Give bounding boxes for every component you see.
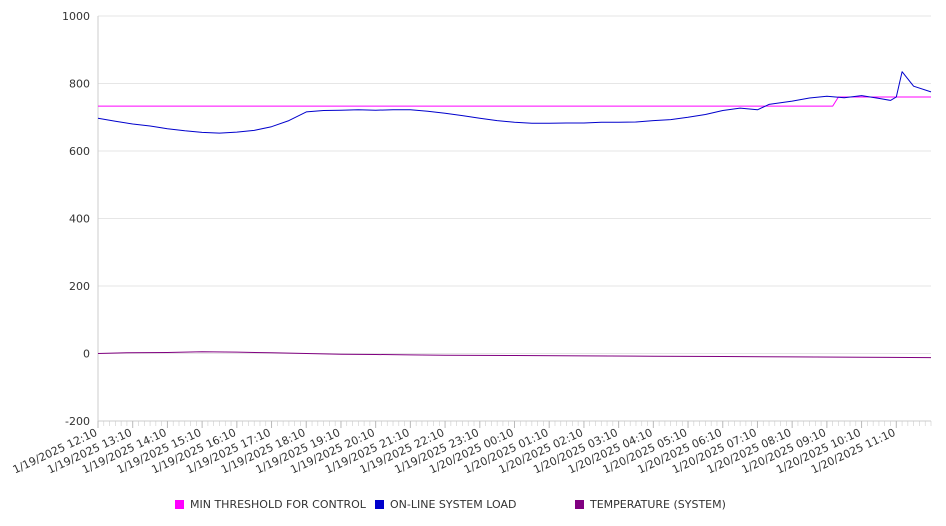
y-tick-label: 400 xyxy=(69,213,90,226)
series-line-2 xyxy=(97,351,932,359)
series-line-1 xyxy=(97,71,932,134)
legend-item-temperature: TEMPERATURE (SYSTEM) xyxy=(575,498,726,511)
legend-swatch-load xyxy=(375,500,384,509)
legend-label-temperature: TEMPERATURE (SYSTEM) xyxy=(590,498,726,511)
legend-item-load: ON-LINE SYSTEM LOAD xyxy=(375,498,516,511)
legend: MIN THRESHOLD FOR CONTROL ON-LINE SYSTEM… xyxy=(0,498,946,514)
legend-label-load: ON-LINE SYSTEM LOAD xyxy=(390,498,517,511)
legend-label-threshold: MIN THRESHOLD FOR CONTROL xyxy=(190,498,366,511)
y-axis-ticks: -200 0 200 400 600 800 1000 xyxy=(62,10,90,428)
y-tick-label: 1000 xyxy=(62,10,90,23)
legend-swatch-temperature xyxy=(575,500,584,509)
y-tick-label: 200 xyxy=(69,280,90,293)
legend-item-threshold: MIN THRESHOLD FOR CONTROL xyxy=(175,498,366,511)
legend-swatch-threshold xyxy=(175,500,184,509)
y-tick-label: 600 xyxy=(69,145,90,158)
y-tick-label: 800 xyxy=(69,78,90,91)
series-lines xyxy=(97,71,932,359)
y-tick-label: -200 xyxy=(65,415,90,428)
y-tick-label: 0 xyxy=(83,348,90,361)
series-line-0 xyxy=(98,96,931,107)
x-axis-ticks: 1/19/2025 12:101/19/2025 13:101/19/2025 … xyxy=(11,421,932,476)
grid-lines xyxy=(98,15,931,422)
